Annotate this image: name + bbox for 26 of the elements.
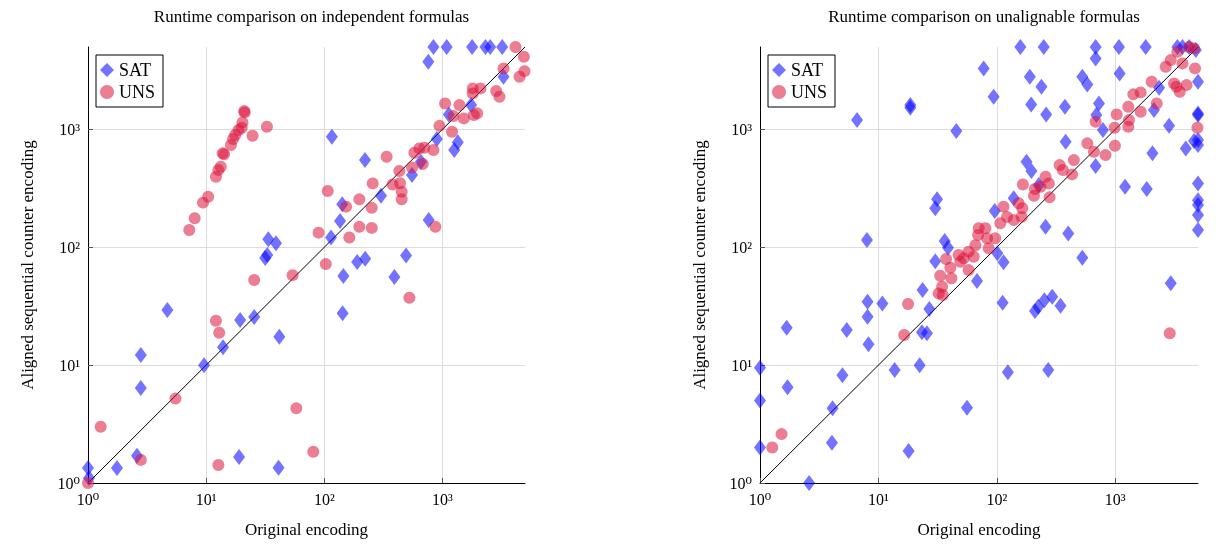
x-tick-label: 10³ — [432, 490, 454, 508]
y-axis-title: Aligned sequential counter encoding — [690, 139, 709, 390]
legend-label: UNS — [791, 82, 828, 102]
y-tick-label: 10² — [731, 238, 753, 256]
x-tick-label: 10² — [986, 490, 1008, 508]
y-tick-label: 10³ — [59, 120, 81, 138]
y-axis-title: Aligned sequential counter encoding — [18, 139, 37, 390]
x-axis-title: Original encoding — [917, 520, 1042, 539]
x-tick-label: 10² — [313, 490, 335, 508]
y-tick-label: 10³ — [731, 120, 753, 138]
chart-title: Runtime comparison on independent formulas — [153, 7, 470, 26]
x-tick-label: 10¹ — [868, 490, 890, 508]
x-tick-label: 10⁰ — [76, 490, 100, 508]
x-tick-label: 10³ — [1104, 490, 1126, 508]
chart-title: Runtime comparison on unalignable formulas — [828, 7, 1140, 26]
x-axis-title: Original encoding — [244, 520, 369, 539]
y-tick-label: 10² — [59, 238, 81, 256]
legend-label: SAT — [791, 60, 824, 80]
x-tick-label: 10¹ — [195, 490, 217, 508]
legend-label: SAT — [119, 60, 152, 80]
x-tick-label: 10⁰ — [748, 490, 772, 508]
y-tick-label: 10⁰ — [729, 474, 752, 492]
y-tick-label: 10¹ — [731, 356, 753, 374]
y-tick-label: 10¹ — [59, 356, 81, 374]
y-tick-label: 10⁰ — [57, 474, 80, 492]
legend-label: UNS — [119, 82, 156, 102]
